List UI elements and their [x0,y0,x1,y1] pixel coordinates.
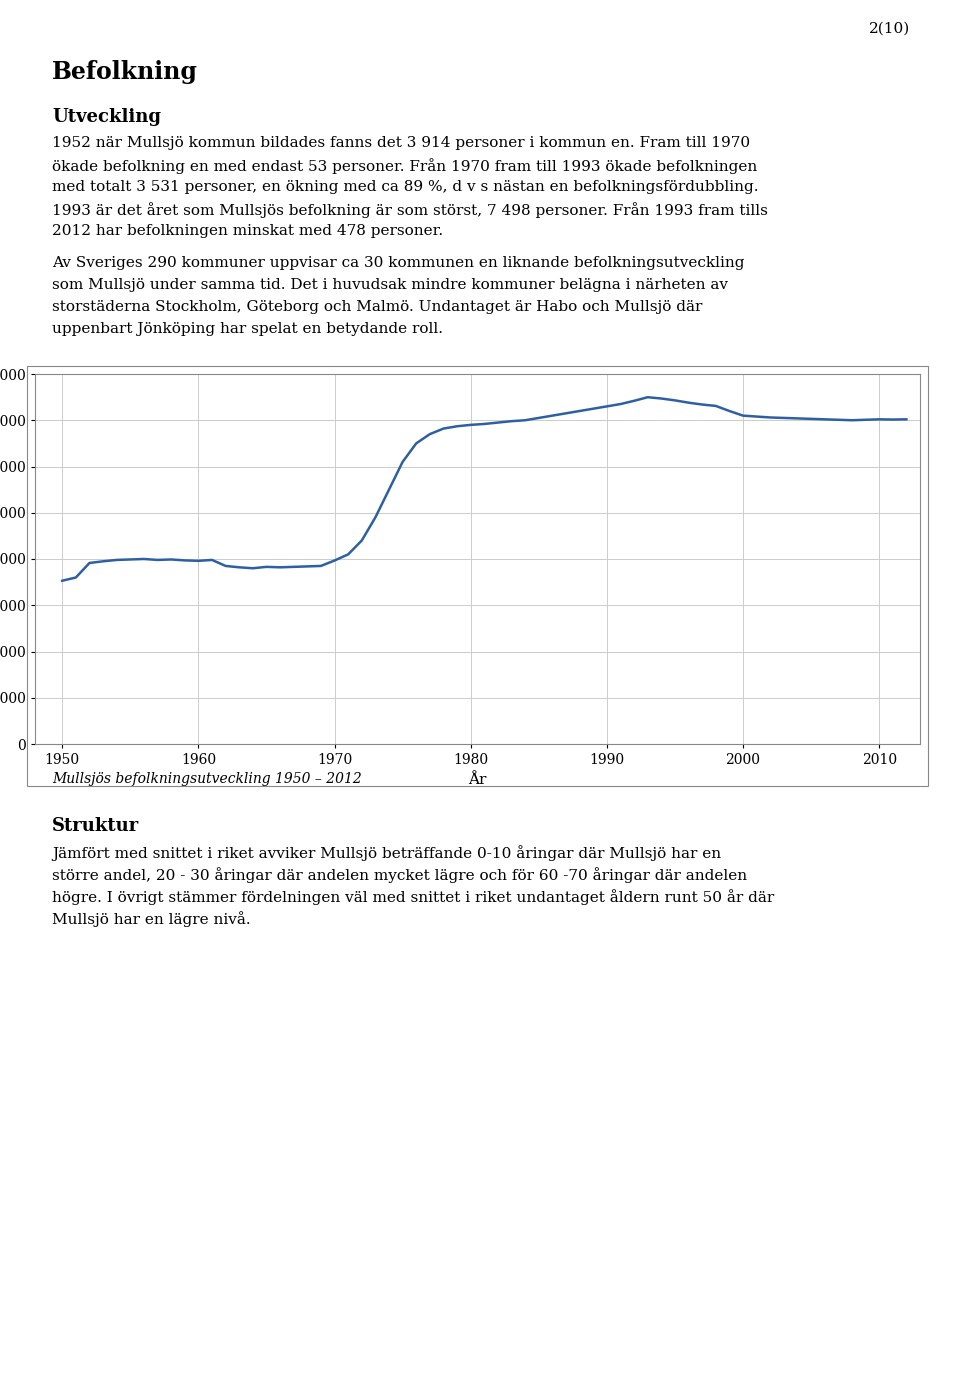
Text: uppenbart Jönköping har spelat en betydande roll.: uppenbart Jönköping har spelat en betyda… [52,322,443,336]
Text: Mullsjös befolkningsutveckling 1950 – 2012: Mullsjös befolkningsutveckling 1950 – 20… [52,771,362,785]
Text: ökade befolkning en med endast 53 personer. Från 1970 fram till 1993 ökade befol: ökade befolkning en med endast 53 person… [52,158,757,174]
Text: Utveckling: Utveckling [52,108,161,126]
Text: storstäderna Stockholm, Göteborg och Malmö. Undantaget är Habo och Mullsjö där: storstäderna Stockholm, Göteborg och Mal… [52,300,703,314]
Text: Mullsjö har en lägre nivå.: Mullsjö har en lägre nivå. [52,911,251,927]
Text: högre. I övrigt stämmer fördelningen väl med snittet i riket undantaget åldern r: högre. I övrigt stämmer fördelningen väl… [52,889,775,904]
Text: med totalt 3 531 personer, en ökning med ca 89 %, d v s nästan en befolkningsför: med totalt 3 531 personer, en ökning med… [52,181,758,195]
Text: 2(10): 2(10) [869,22,910,36]
Text: Av Sveriges 290 kommuner uppvisar ca 30 kommunen en liknande befolkningsutveckli: Av Sveriges 290 kommuner uppvisar ca 30 … [52,256,745,270]
X-axis label: År: År [468,773,487,787]
Text: 2012 har befolkningen minskat med 478 personer.: 2012 har befolkningen minskat med 478 pe… [52,224,444,238]
Text: 1993 är det året som Mullsjös befolkning är som störst, 7 498 personer. Från 199: 1993 är det året som Mullsjös befolkning… [52,202,768,218]
Text: som Mullsjö under samma tid. Det i huvudsak mindre kommuner belägna i närheten a: som Mullsjö under samma tid. Det i huvud… [52,279,728,293]
Text: Jämfört med snittet i riket avviker Mullsjö beträffande 0-10 åringar där Mullsjö: Jämfört med snittet i riket avviker Mull… [52,846,721,861]
Text: 1952 när Mullsjö kommun bildades fanns det 3 914 personer i kommun en. Fram till: 1952 när Mullsjö kommun bildades fanns d… [52,136,750,150]
Text: större andel, 20 - 30 åringar där andelen mycket lägre och för 60 -70 åringar dä: större andel, 20 - 30 åringar där andele… [52,867,747,883]
Bar [27,365,928,785]
Text: Struktur: Struktur [52,818,139,834]
Text: Befolkning: Befolkning [52,60,198,84]
